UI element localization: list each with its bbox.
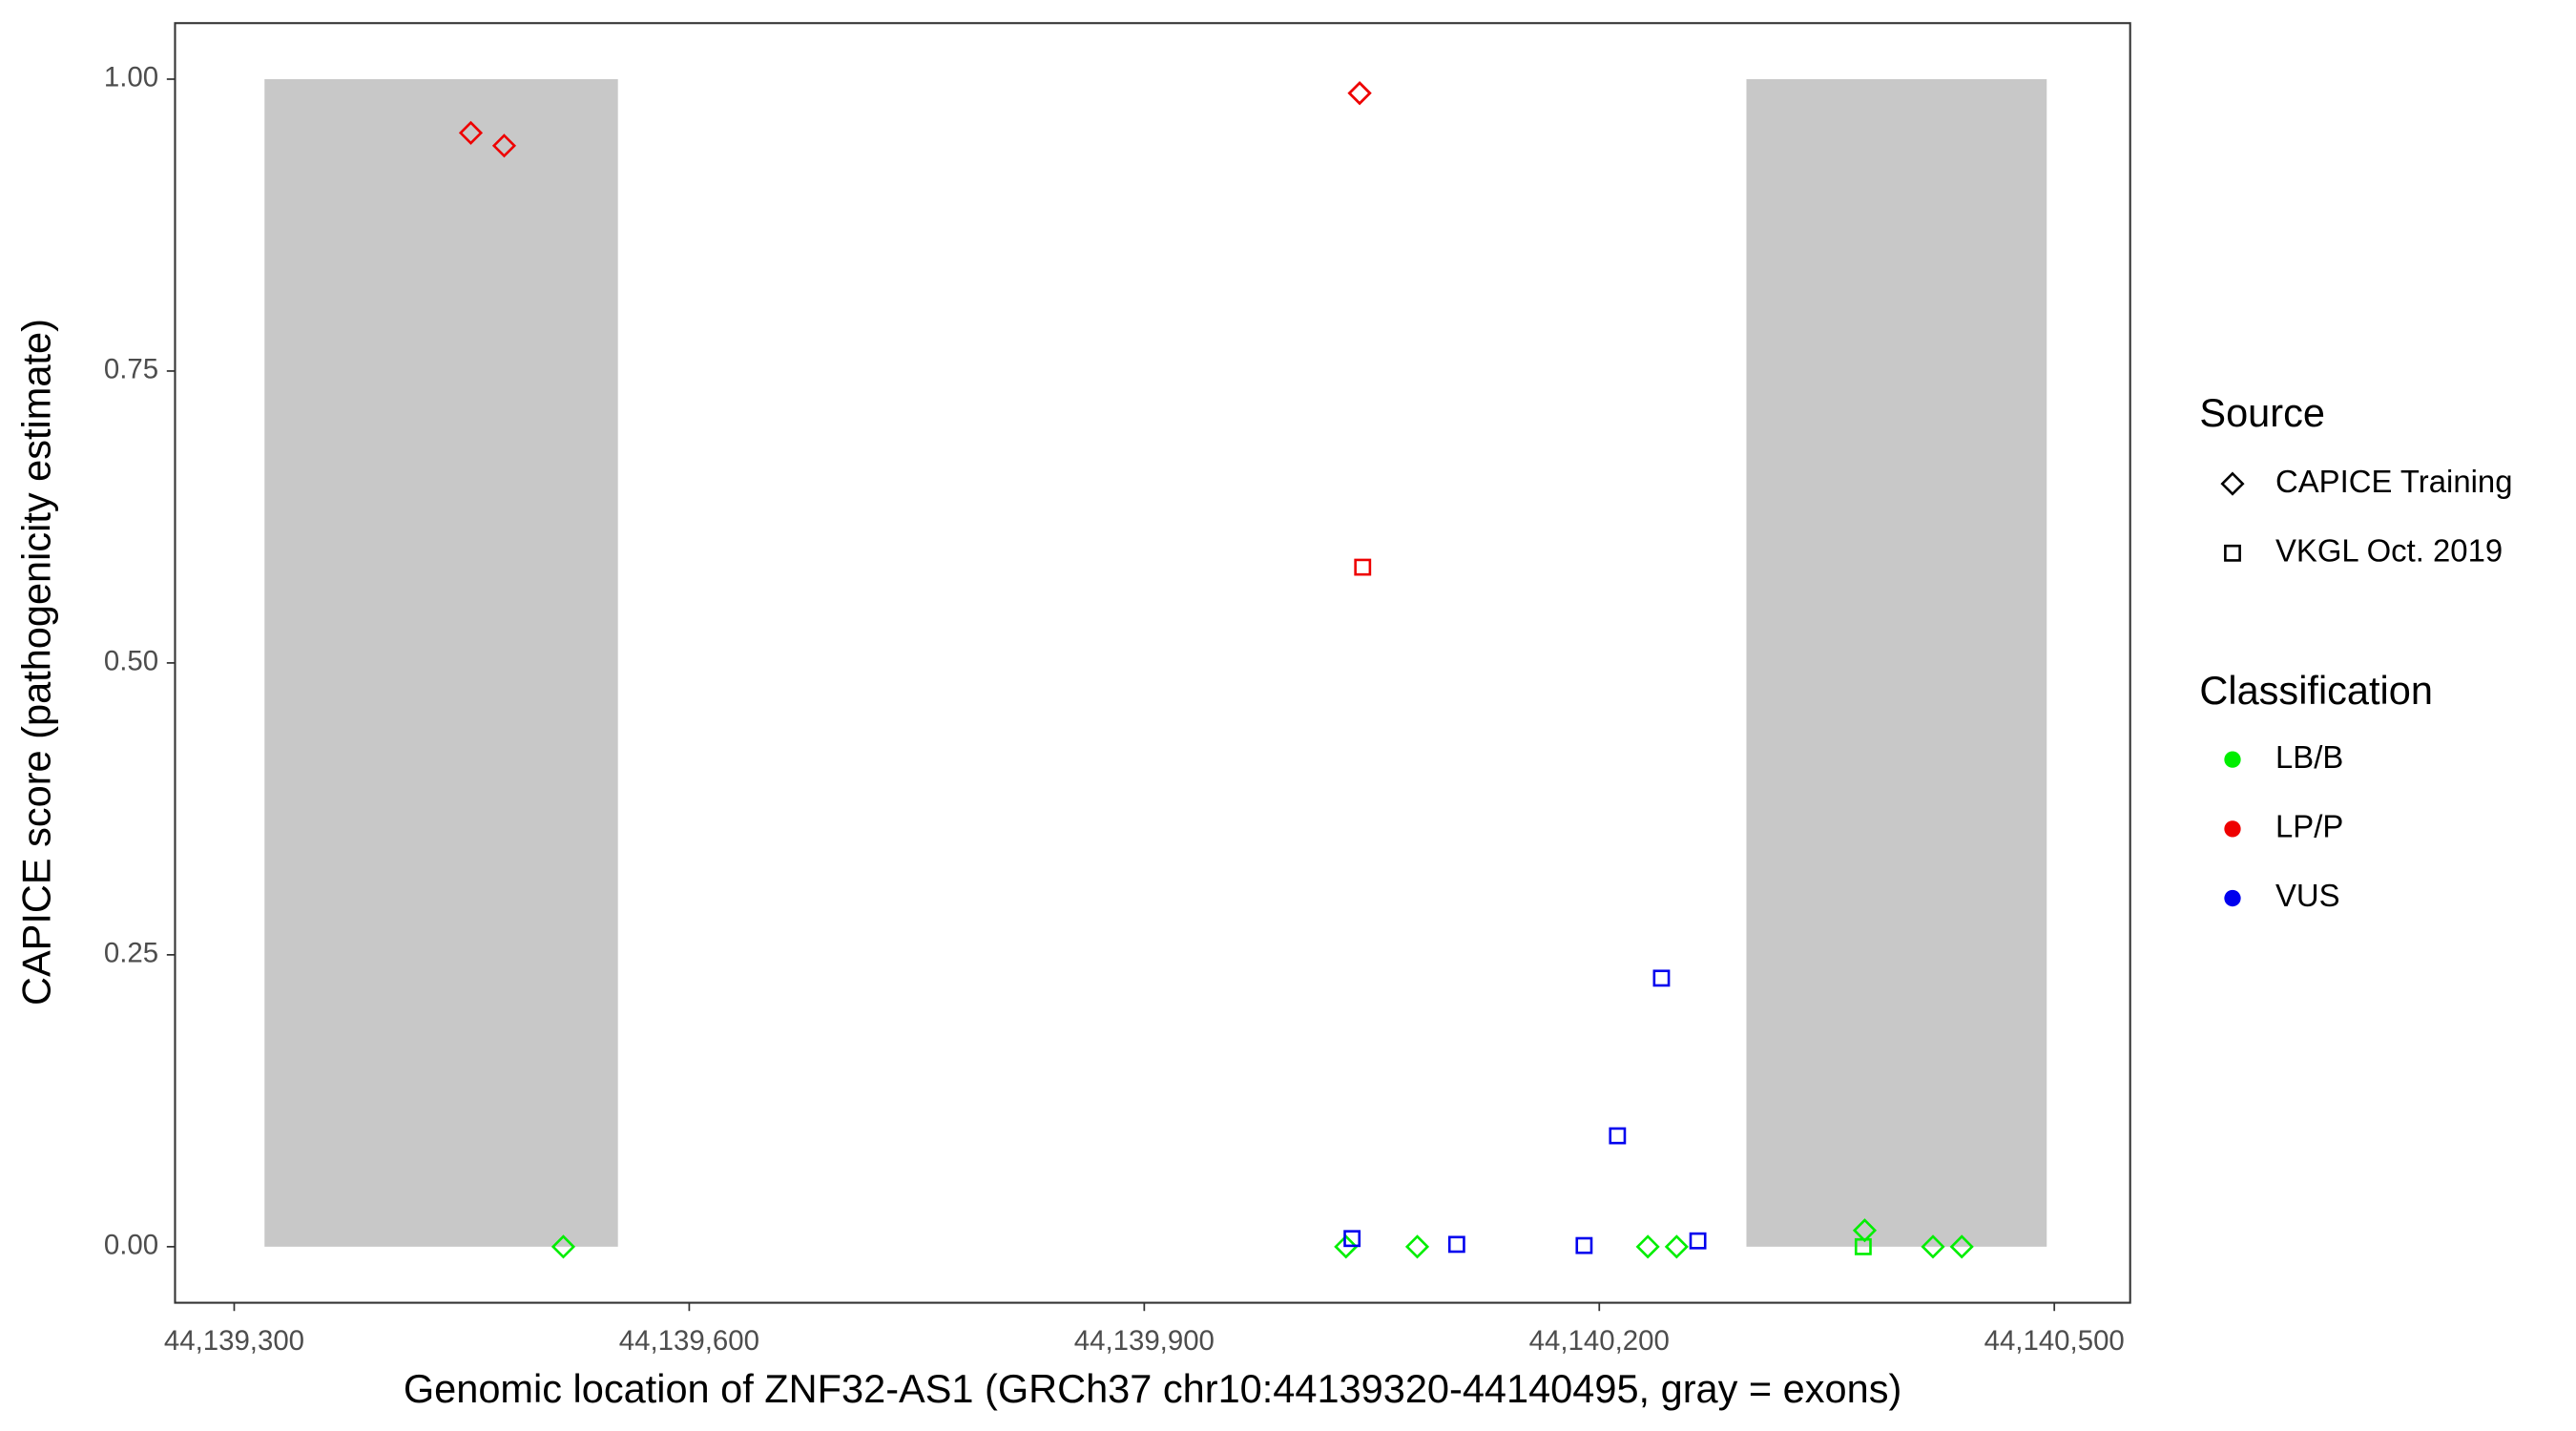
point: [1689, 1232, 1707, 1250]
x-tick-label: 44,139,900: [1074, 1325, 1215, 1357]
x-tick-label: 44,140,500: [1984, 1325, 2125, 1357]
exon: [264, 78, 618, 1247]
y-tick-label: 0.00: [104, 1230, 158, 1261]
point: [1609, 1127, 1627, 1145]
y-tick-label: 1.00: [104, 62, 158, 93]
point: [1921, 1234, 1945, 1259]
point: [1354, 558, 1372, 576]
legend-label: CAPICE Training: [2275, 464, 2513, 499]
point: [1447, 1235, 1465, 1254]
legend-key: [2220, 471, 2245, 496]
point: [1635, 1234, 1660, 1259]
point: [1343, 1230, 1361, 1248]
legend-label: LB/B: [2275, 739, 2343, 775]
plot-border: [174, 22, 2131, 1304]
point: [1664, 1234, 1689, 1259]
y-tick-label: 0.25: [104, 938, 158, 969]
x-tick-label: 44,140,200: [1529, 1325, 1670, 1357]
exon: [1746, 78, 2047, 1247]
point: [1347, 81, 1372, 106]
point: [1949, 1234, 1974, 1259]
legend-label: LP/P: [2275, 809, 2343, 844]
legend-title: Classification: [2199, 668, 2433, 713]
y-axis-title: CAPICE score (pathogenicity estimate): [14, 319, 59, 1006]
point: [551, 1234, 576, 1259]
x-axis-title: Genomic location of ZNF32-AS1 (GRCh37 ch…: [404, 1366, 1901, 1411]
point: [1404, 1234, 1430, 1259]
x-tick-label: 44,139,300: [164, 1325, 304, 1357]
point: [1575, 1236, 1593, 1255]
point: [458, 120, 484, 145]
legend-key: [2224, 820, 2241, 838]
point: [491, 134, 517, 158]
point: [1334, 1234, 1359, 1259]
legend-title: Source: [2199, 390, 2325, 435]
y-tick-label: 0.75: [104, 354, 158, 385]
y-tick-label: 0.50: [104, 646, 158, 677]
legend-key: [2224, 751, 2241, 768]
legend-label: VUS: [2275, 878, 2340, 913]
point: [1854, 1237, 1872, 1255]
x-tick-label: 44,139,600: [619, 1325, 759, 1357]
legend-label: VKGL Oct. 2019: [2275, 532, 2503, 568]
point: [1652, 969, 1671, 987]
legend-key: [2224, 544, 2241, 562]
legend-key: [2224, 889, 2241, 907]
